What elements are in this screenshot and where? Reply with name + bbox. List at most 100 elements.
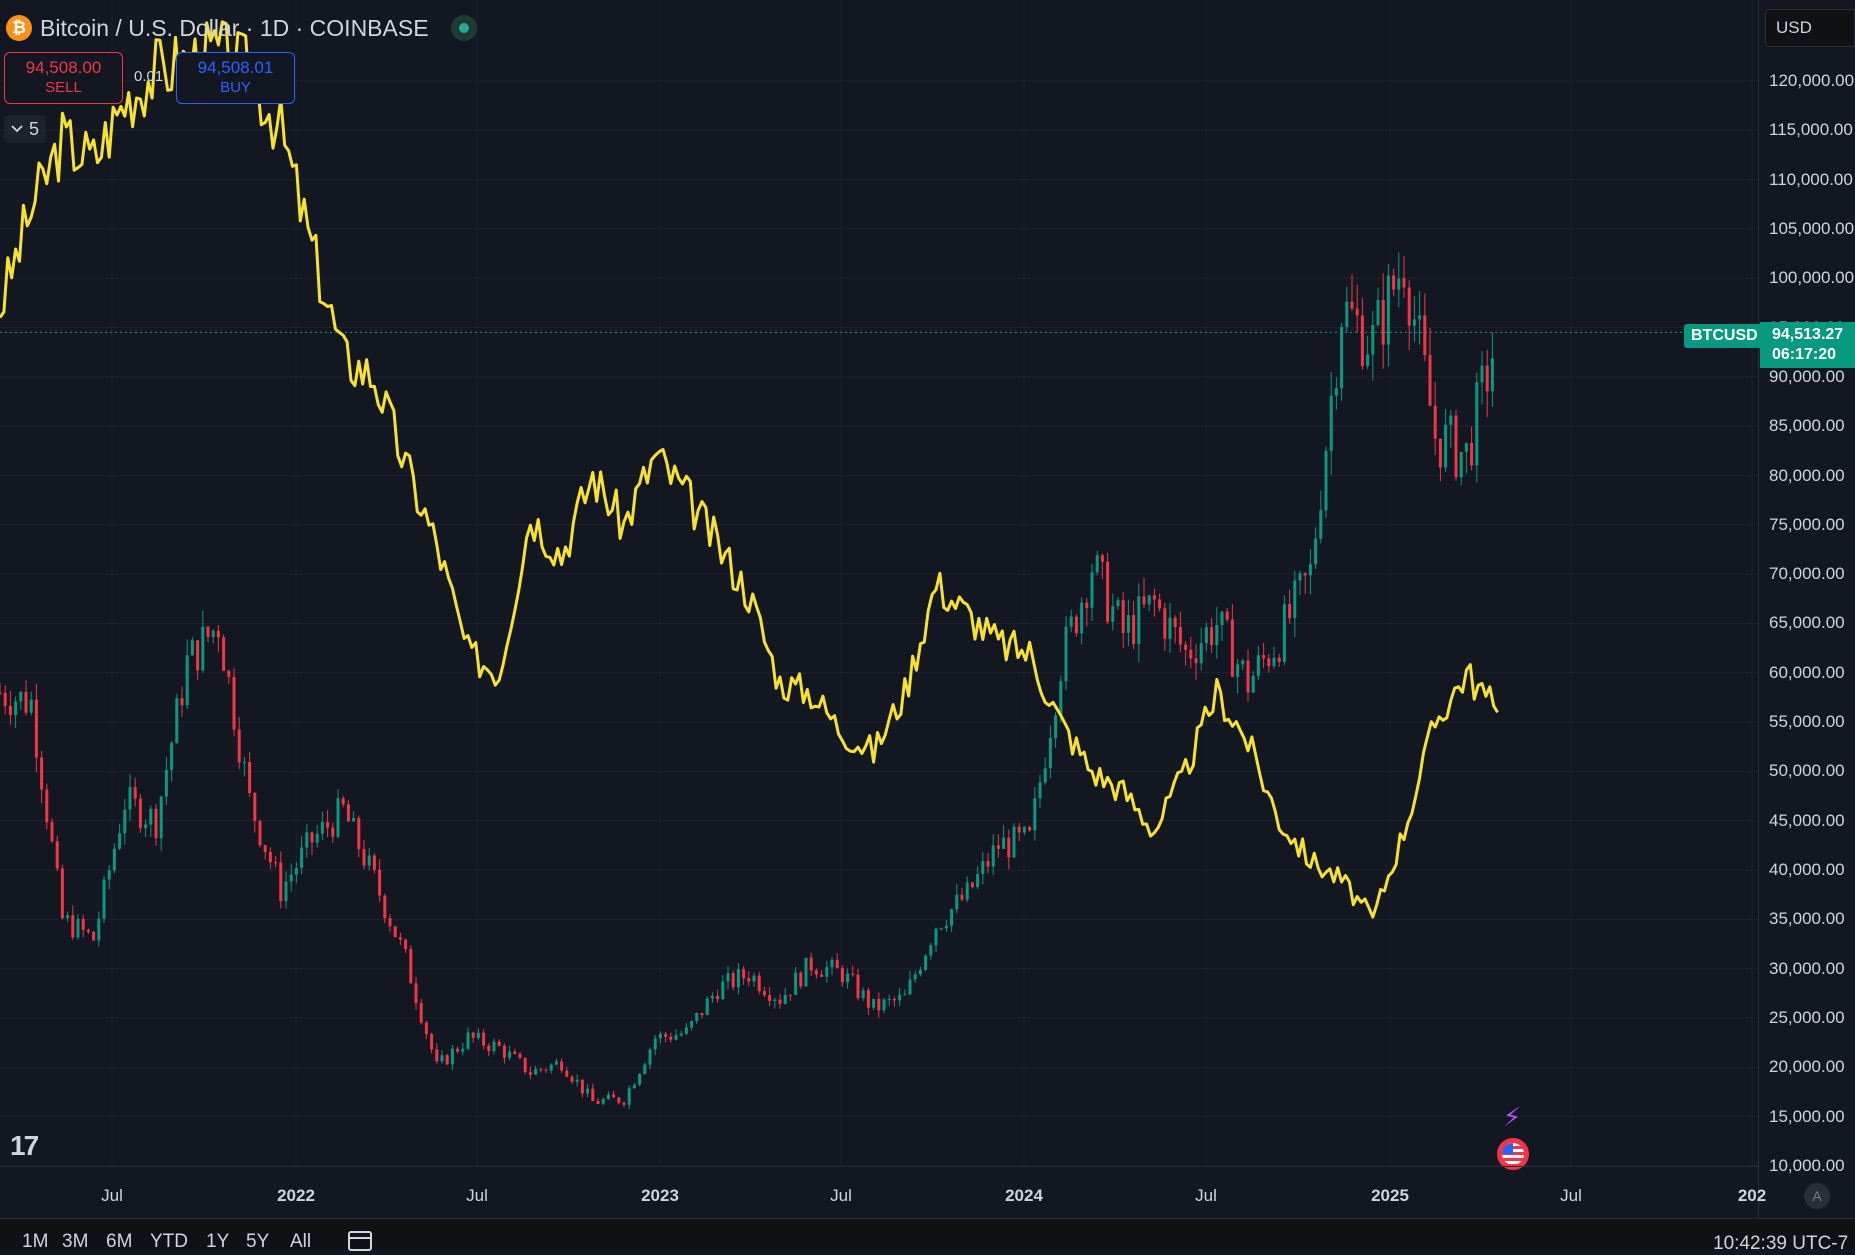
candle-body xyxy=(903,994,907,996)
ai-spark-icon[interactable]: ⚡ xyxy=(1502,1101,1522,1132)
bar-countdown: 06:17:20 xyxy=(1772,346,1837,363)
tradingview-logo[interactable]: 17 xyxy=(10,1130,39,1161)
candle-body xyxy=(1100,555,1104,562)
candle-body xyxy=(1251,675,1255,693)
price-axis-label: 105,000.00 xyxy=(1769,218,1855,238)
candle-body xyxy=(404,939,408,950)
candle-body xyxy=(1126,615,1130,633)
candle-body xyxy=(1485,365,1489,392)
sell-button[interactable]: 94,508.00 SELL xyxy=(4,52,123,104)
time-axis-label: 2024 xyxy=(1005,1186,1043,1205)
candle-body xyxy=(1319,510,1323,539)
candle-body xyxy=(1095,555,1099,573)
candle-body xyxy=(846,973,850,983)
candle-body xyxy=(700,1012,704,1016)
range-button-ytd[interactable]: YTD xyxy=(150,1231,188,1252)
candle-body xyxy=(456,1048,460,1052)
calendar-icon[interactable] xyxy=(348,1231,372,1251)
live-status-icon[interactable] xyxy=(450,15,477,41)
price-axis[interactable] xyxy=(1758,0,1855,1218)
candle-body xyxy=(1324,450,1328,511)
candle-body xyxy=(357,818,361,850)
us-flag-icon[interactable] xyxy=(1497,1138,1529,1170)
candle-body xyxy=(164,769,168,797)
time-axis[interactable]: Jul 2022 Jul 2023 Jul 2024 Jul 2025 Jul 202 xyxy=(0,1166,1766,1219)
price-axis-label: 50,000.00 xyxy=(1769,761,1845,781)
candle-body xyxy=(1142,596,1146,605)
candle-body xyxy=(71,915,75,938)
range-button-all[interactable]: All xyxy=(290,1231,312,1252)
candle-body xyxy=(601,1099,605,1104)
candle-body xyxy=(492,1041,496,1051)
candle-body xyxy=(326,821,330,828)
candle-body xyxy=(1308,564,1312,576)
candle-body xyxy=(196,640,200,671)
candle-body xyxy=(138,798,142,829)
candle-body xyxy=(102,879,106,919)
candle-body xyxy=(487,1045,491,1051)
candle-body xyxy=(736,969,740,988)
range-button-1m[interactable]: 1M xyxy=(22,1231,49,1252)
price-axis-label: 20,000.00 xyxy=(1769,1057,1845,1077)
time-axis-label: Jul xyxy=(1560,1186,1582,1205)
candle-body xyxy=(1173,617,1177,628)
candle-body xyxy=(1199,643,1203,664)
candle-body xyxy=(1298,573,1302,581)
candle-body xyxy=(1080,602,1084,634)
candle-body xyxy=(180,698,184,706)
candle-body xyxy=(809,957,813,971)
range-button-3m[interactable]: 3M xyxy=(62,1231,89,1252)
candle-body xyxy=(1470,443,1474,466)
price-axis-label: 30,000.00 xyxy=(1769,958,1845,978)
candle-body xyxy=(1303,573,1307,576)
indicators-toggle-button[interactable]: 5 xyxy=(4,115,46,143)
candle-body xyxy=(892,998,896,1001)
candle-body xyxy=(1184,644,1188,650)
candle-body xyxy=(986,860,990,867)
candle-body xyxy=(1116,600,1120,607)
candle-body xyxy=(747,978,751,982)
auto-scale-button[interactable]: A xyxy=(1804,1183,1830,1209)
candle-body xyxy=(1017,826,1021,833)
candle-body xyxy=(976,874,980,888)
candle-body xyxy=(1490,358,1494,392)
candle-body xyxy=(97,918,101,941)
candle-body xyxy=(721,981,725,1000)
candle-body xyxy=(1074,616,1078,634)
candle-body xyxy=(50,822,54,842)
candle-body xyxy=(851,973,855,975)
symbol-title[interactable]: Bitcoin / U.S. Dollar · 1D · COINBASE xyxy=(40,14,429,41)
candle-body xyxy=(1152,595,1156,600)
candle-body xyxy=(820,974,824,977)
range-button-6m[interactable]: 6M xyxy=(106,1231,133,1252)
price-chart[interactable] xyxy=(0,0,1758,1166)
candle-body xyxy=(81,918,85,930)
candle-body xyxy=(1272,657,1276,667)
buy-button[interactable]: 94,508.01 BUY xyxy=(176,52,295,104)
candle-body xyxy=(996,845,1000,849)
candle-body xyxy=(934,928,938,946)
time-axis-label: Jul xyxy=(101,1186,123,1205)
clock[interactable]: 10:42:39 UTC-7 xyxy=(1713,1233,1849,1254)
candle-body xyxy=(622,1102,626,1105)
candle-body xyxy=(1012,826,1016,858)
candle-body xyxy=(690,1021,694,1028)
candle-body xyxy=(1288,604,1292,619)
candle-body xyxy=(40,757,44,790)
candle-body xyxy=(617,1097,621,1103)
candle-body xyxy=(643,1064,647,1074)
range-button-1y[interactable]: 1Y xyxy=(206,1231,230,1252)
currency-selector[interactable]: USD xyxy=(1765,9,1855,47)
candle-body xyxy=(596,1100,600,1104)
candle-body xyxy=(1350,301,1354,309)
candle-body xyxy=(1225,611,1229,620)
candle-body xyxy=(497,1041,501,1046)
candle-body xyxy=(440,1055,444,1062)
candle-body xyxy=(144,824,148,829)
range-button-5y[interactable]: 5Y xyxy=(246,1231,270,1252)
candle-body xyxy=(523,1057,527,1073)
candle-body xyxy=(112,848,116,871)
candle-body xyxy=(960,894,964,900)
candle-body xyxy=(430,1034,434,1050)
candle-body xyxy=(554,1061,558,1065)
